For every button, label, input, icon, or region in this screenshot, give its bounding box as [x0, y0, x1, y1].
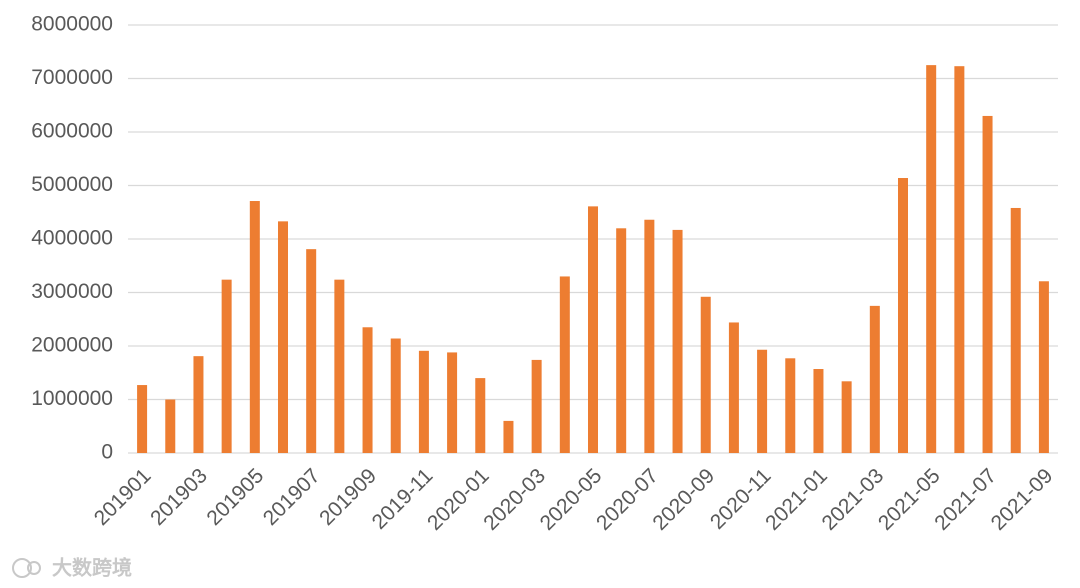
bar	[503, 420, 514, 453]
bar	[813, 369, 824, 453]
watermark-text: 大数跨境	[52, 555, 132, 579]
y-tick-label: 5000000	[31, 173, 113, 196]
bar	[362, 327, 373, 453]
bar	[306, 249, 317, 453]
bar	[475, 378, 486, 453]
watermark-icon	[27, 561, 41, 575]
x-tick-label: 2020-07	[592, 464, 663, 535]
x-tick-label: 201907	[259, 464, 325, 530]
bar	[954, 66, 965, 453]
x-tick-label: 2020-05	[536, 464, 607, 535]
x-tick-label: 2021-01	[761, 464, 832, 535]
y-tick-label: 1000000	[31, 387, 113, 410]
bar	[249, 201, 260, 453]
bar	[193, 356, 204, 453]
bar	[869, 305, 880, 453]
y-tick-label: 2000000	[31, 334, 113, 357]
watermark: 大数跨境	[12, 555, 132, 579]
x-tick-label: 2020-09	[648, 464, 719, 535]
bar	[898, 178, 908, 453]
bar	[926, 65, 937, 453]
bar	[334, 279, 345, 453]
bar	[137, 385, 148, 453]
x-tick-label: 2020-03	[479, 464, 550, 535]
bar	[447, 352, 458, 453]
bar	[559, 276, 570, 453]
bar	[841, 381, 852, 453]
bar	[418, 350, 429, 453]
bar	[165, 399, 176, 453]
x-tick-label: 2021-03	[818, 464, 889, 535]
y-tick-label: 6000000	[31, 120, 113, 143]
x-tick-label: 2020-01	[423, 464, 494, 535]
bar	[1038, 281, 1049, 453]
bar	[785, 358, 796, 453]
y-tick-label: 7000000	[31, 66, 113, 89]
x-tick-label: 201905	[202, 464, 268, 530]
bar	[644, 219, 655, 453]
bar	[700, 296, 711, 453]
bar	[278, 221, 288, 453]
bar	[616, 228, 627, 453]
x-tick-label: 201903	[146, 464, 212, 530]
bar	[982, 115, 993, 453]
x-tick-label: 2021-05	[874, 464, 945, 535]
x-tick-label: 201901	[90, 464, 156, 530]
watermark-icon	[12, 558, 32, 578]
bar	[221, 279, 232, 453]
y-tick-label: 3000000	[31, 280, 113, 303]
y-tick-label: 8000000	[31, 13, 113, 36]
x-tick-label: 2021-09	[987, 464, 1058, 535]
y-tick-label: 0	[101, 441, 113, 464]
bar	[728, 322, 739, 453]
y-tick-label: 4000000	[31, 227, 113, 250]
bar	[1010, 207, 1021, 453]
bar	[588, 206, 598, 453]
bar	[390, 338, 401, 453]
bar	[672, 229, 683, 453]
bar	[531, 359, 542, 453]
x-tick-label: 2021-07	[930, 464, 1001, 535]
bar	[757, 349, 768, 453]
